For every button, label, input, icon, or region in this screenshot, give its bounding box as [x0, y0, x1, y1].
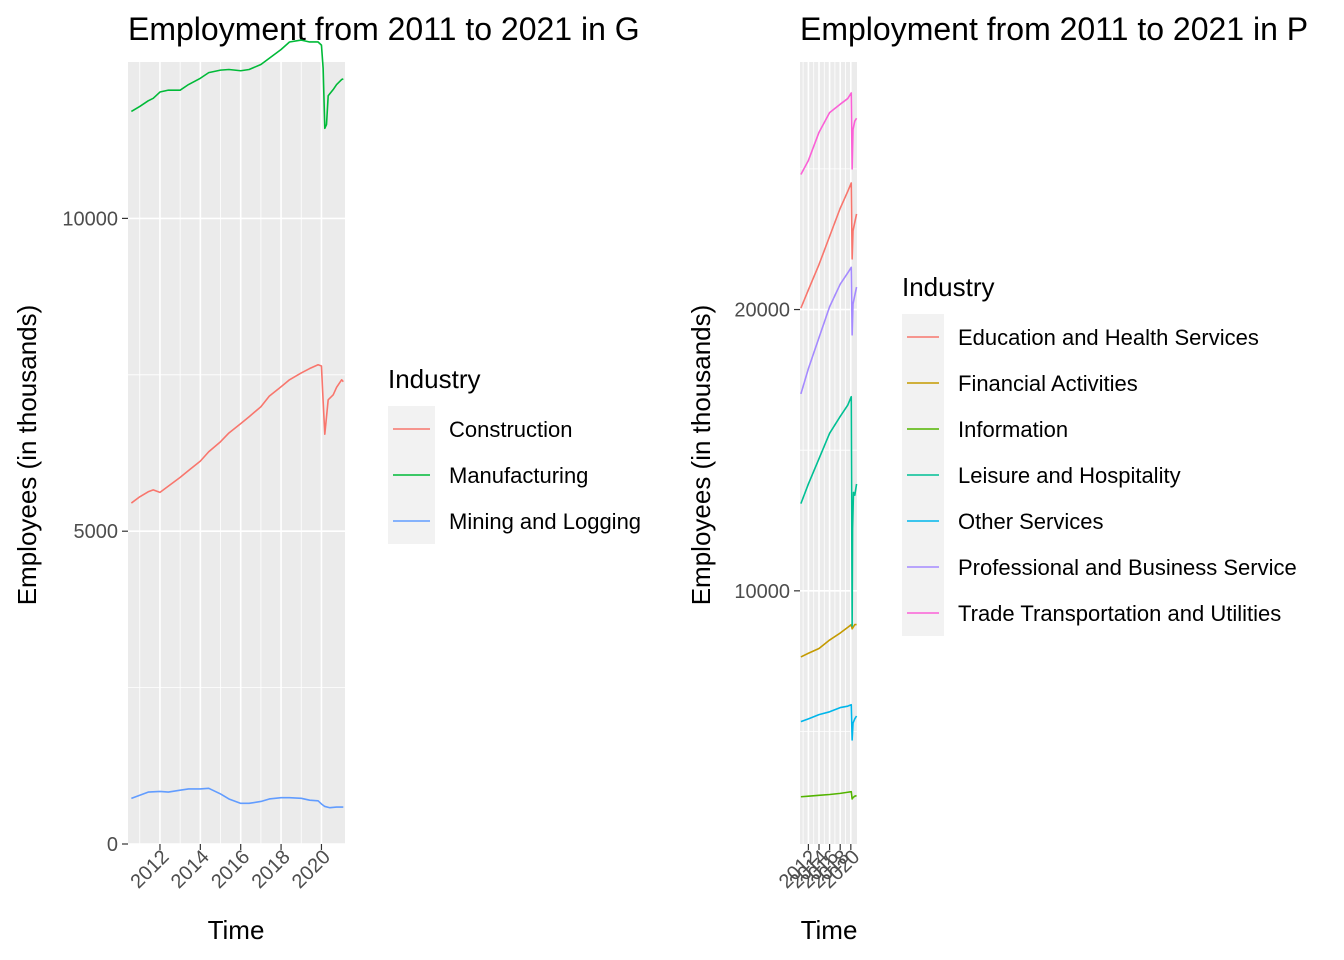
series-line-education-and-health-services	[800, 182, 858, 309]
series-line-information	[800, 790, 857, 800]
series-line-other-services	[800, 703, 858, 741]
legend-label: Mining and Logging	[449, 509, 641, 534]
x-tick-label: 2014	[167, 846, 214, 893]
y-axis-title-private-services: Employees (in thousands)	[686, 305, 716, 606]
chart-title-goods: Employment from 2011 to 2021 in G	[128, 11, 640, 47]
x-tick-label: 2020	[288, 846, 335, 893]
x-tick-label: 2016	[207, 846, 254, 893]
legend-label: Information	[958, 417, 1068, 442]
y-tick-label: 5000	[74, 521, 119, 543]
y-axis-title-goods: Employees (in thousands)	[12, 305, 42, 606]
y-tick-label: 20000	[734, 300, 790, 322]
legend-label: Financial Activities	[958, 371, 1138, 396]
series-line-leisure-and-hospitality	[800, 395, 858, 627]
series-line-construction	[130, 363, 344, 504]
legend-label: Education and Health Services	[958, 325, 1259, 350]
y-tick-label: 0	[107, 834, 118, 856]
series-line-trade-transportation-and-utilities	[800, 92, 858, 175]
legend-label: Professional and Business Service	[958, 555, 1297, 580]
series-lines-goods	[130, 39, 344, 809]
series-line-financial-activities	[800, 623, 857, 658]
legend-label: Trade Transportation and Utilities	[958, 601, 1281, 626]
legend-title-goods: Industry	[388, 364, 481, 394]
legend-label: Construction	[449, 417, 573, 442]
series-line-manufacturing	[130, 39, 344, 130]
chart-private-services: Employment from 2011 to 2021 in P 10000 2…	[686, 11, 1308, 945]
x-tick-label: 2018	[248, 846, 295, 893]
series-lines-private-services	[800, 92, 858, 800]
series-line-professional-and-business-service	[800, 266, 858, 395]
series-line-mining-and-logging	[131, 787, 344, 809]
gridlines-goods	[128, 62, 345, 845]
chart-goods: Employment from 2011 to 2021 in G 0 5000 1…	[12, 11, 641, 945]
x-axis-title-goods: Time	[208, 915, 265, 945]
x-axis-title-private-services: Time	[801, 915, 858, 945]
legend-label: Manufacturing	[449, 463, 588, 488]
legend-label: Other Services	[958, 509, 1104, 534]
legend-private-services: Education and Health Services Financial A…	[902, 314, 1297, 636]
legend-goods: Construction Manufacturing Mining and Logg…	[388, 406, 641, 544]
y-tick-label: 10000	[62, 208, 118, 230]
plot-panel-goods	[128, 62, 345, 844]
legend-label: Leisure and Hospitality	[958, 463, 1181, 488]
gridlines-private-services	[800, 62, 857, 844]
x-tick-label: 2012	[127, 846, 174, 893]
legend-title-private-services: Industry	[902, 272, 995, 302]
chart-title-private-services: Employment from 2011 to 2021 in P	[800, 11, 1308, 47]
y-tick-label: 10000	[734, 581, 790, 603]
